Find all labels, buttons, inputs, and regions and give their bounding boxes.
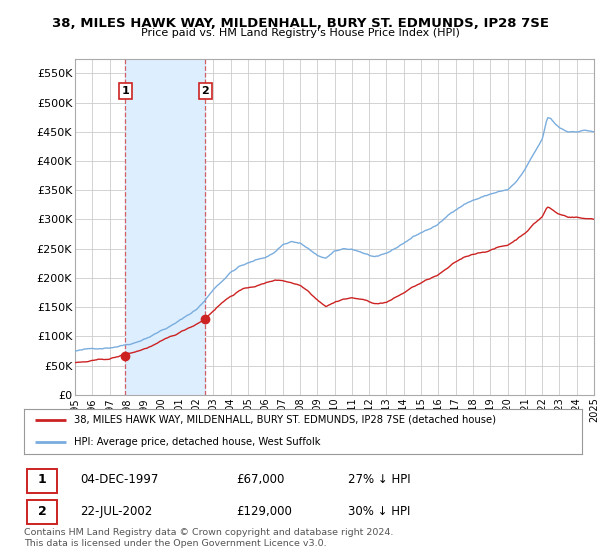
Bar <box>27 469 58 493</box>
Text: This data is licensed under the Open Government Licence v3.0.: This data is licensed under the Open Gov… <box>24 539 326 548</box>
Text: 2: 2 <box>38 505 47 518</box>
Text: 04-DEC-1997: 04-DEC-1997 <box>80 473 158 487</box>
Text: 27% ↓ HPI: 27% ↓ HPI <box>347 473 410 487</box>
Text: 30% ↓ HPI: 30% ↓ HPI <box>347 505 410 518</box>
Text: Price paid vs. HM Land Registry's House Price Index (HPI): Price paid vs. HM Land Registry's House … <box>140 28 460 38</box>
Text: £129,000: £129,000 <box>236 505 292 518</box>
Text: £67,000: £67,000 <box>236 473 284 487</box>
Bar <box>125 59 205 395</box>
Text: 38, MILES HAWK WAY, MILDENHALL, BURY ST. EDMUNDS, IP28 7SE: 38, MILES HAWK WAY, MILDENHALL, BURY ST.… <box>52 17 548 30</box>
Text: 1: 1 <box>122 86 130 96</box>
Text: 1: 1 <box>38 473 47 487</box>
Text: HPI: Average price, detached house, West Suffolk: HPI: Average price, detached house, West… <box>74 437 321 447</box>
Text: 2: 2 <box>202 86 209 96</box>
Text: 22-JUL-2002: 22-JUL-2002 <box>80 505 152 518</box>
Text: Contains HM Land Registry data © Crown copyright and database right 2024.: Contains HM Land Registry data © Crown c… <box>24 528 394 536</box>
Text: 38, MILES HAWK WAY, MILDENHALL, BURY ST. EDMUNDS, IP28 7SE (detached house): 38, MILES HAWK WAY, MILDENHALL, BURY ST.… <box>74 414 496 424</box>
Bar <box>27 500 58 524</box>
